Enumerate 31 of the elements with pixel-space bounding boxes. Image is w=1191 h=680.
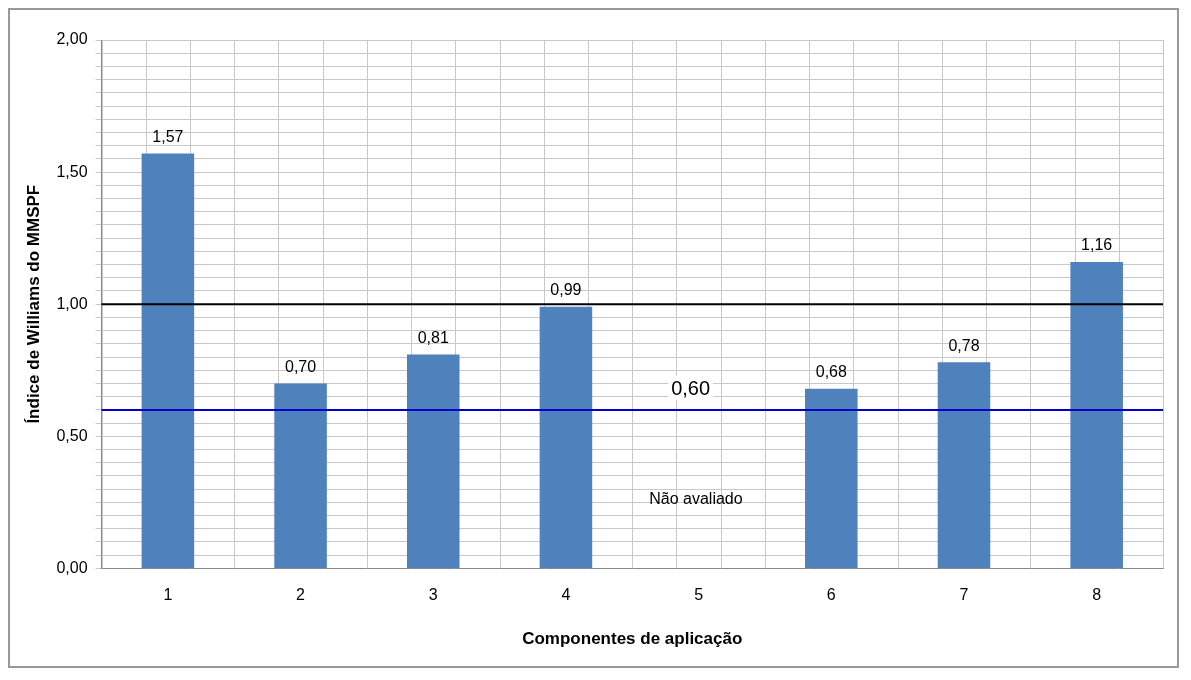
data-label: 1,16	[1081, 236, 1113, 254]
bar	[274, 383, 327, 568]
bar	[539, 306, 593, 568]
bar	[1070, 261, 1123, 568]
x-tick-label: 6	[826, 586, 836, 604]
bar	[141, 153, 195, 568]
y-axis-title: Índice de Williams do MMSPF	[23, 184, 43, 424]
data-label: 0,81	[417, 328, 449, 346]
y-tick-label: 2,00	[56, 30, 88, 48]
bar	[937, 362, 991, 568]
x-tick-label: 3	[428, 586, 438, 604]
y-tick-label: 1,50	[56, 162, 88, 180]
x-axis-title: Componentes de aplicação	[522, 629, 743, 649]
data-label: 0,68	[815, 363, 847, 381]
x-tick-label: 1	[163, 586, 173, 604]
y-tick-label: 1,00	[56, 294, 88, 312]
ref-line-label: 0,60	[671, 377, 711, 400]
x-tick-label: 7	[959, 586, 969, 604]
x-tick-label: 5	[694, 586, 704, 604]
annotation: Não avaliado	[649, 490, 743, 508]
data-label: 1,57	[152, 128, 184, 146]
x-tick-label: 4	[561, 586, 571, 604]
data-label: 0,99	[550, 281, 582, 299]
bar	[406, 354, 460, 568]
y-tick-label: 0,00	[56, 558, 88, 576]
x-tick-label: 8	[1092, 586, 1102, 604]
data-label: 0,70	[284, 357, 317, 375]
x-tick-label: 2	[296, 586, 306, 604]
data-label: 0,78	[948, 336, 980, 354]
y-tick-label: 0,50	[56, 426, 88, 444]
bar	[805, 388, 858, 568]
